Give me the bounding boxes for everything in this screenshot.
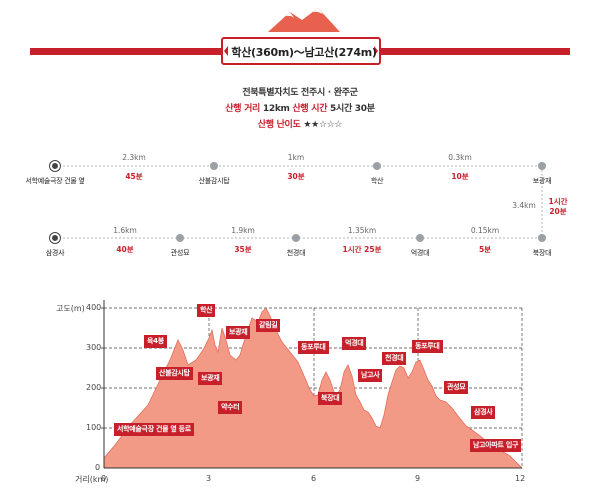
- distance-value: 12km: [262, 104, 290, 114]
- region-text: 전북특별자치도 전주시 · 완주군: [242, 88, 358, 98]
- x-tick: 12: [515, 474, 526, 483]
- segment-distance: 0.3km: [448, 153, 472, 162]
- route-start-dot: [50, 161, 60, 171]
- route-dot: [538, 234, 546, 242]
- header-graphic: [30, 8, 570, 65]
- mountain-icon: [268, 8, 340, 32]
- difficulty-stars: ★★☆☆☆: [303, 120, 343, 130]
- y-tick: 400: [86, 303, 102, 312]
- y-tick: 100: [86, 423, 102, 432]
- x-tick: 3: [206, 474, 212, 483]
- route-dot: [292, 234, 300, 242]
- segment-time: 20분: [549, 207, 567, 216]
- x-tick: 9: [415, 474, 421, 483]
- place-label: 천경대: [286, 249, 306, 257]
- segment-time: 35분: [234, 245, 252, 254]
- segment-time: 40분: [116, 245, 134, 254]
- segment-time: 45분: [125, 172, 143, 181]
- route-dot: [373, 162, 381, 170]
- route-dot: [210, 162, 218, 170]
- y-tick: 200: [86, 383, 102, 392]
- peak-label: 학산: [197, 304, 216, 317]
- peak-label: 억경대: [342, 337, 367, 350]
- place-label: 산불감시탑: [198, 177, 230, 185]
- distance-label: 산행 거리: [225, 104, 261, 114]
- time-label: 산행 시간: [292, 104, 328, 114]
- segment-time: 1시간 25분: [342, 245, 382, 254]
- peak-label: 보광재: [226, 326, 251, 339]
- route-dot: [176, 234, 184, 242]
- route-dot: [538, 162, 546, 170]
- peak-label: 관성묘: [444, 381, 469, 394]
- segment-distance: 1.6km: [113, 226, 137, 235]
- segment-distance: 0.15km: [470, 226, 500, 235]
- title-box: [221, 37, 381, 65]
- y-tick: 300: [86, 343, 102, 352]
- peak-label: 삼경사: [471, 406, 496, 419]
- time-value: 5시간 30분: [330, 104, 375, 114]
- peak-label: 갈림길: [256, 319, 281, 332]
- peak-label: 산불감시탑: [156, 367, 193, 380]
- peak-label: 육4봉: [144, 335, 167, 348]
- peak-label: 동포루대: [412, 340, 443, 353]
- segment-time: 1시간: [548, 197, 568, 206]
- place-label: 북장대: [532, 249, 552, 257]
- place-label: 억경대: [410, 249, 430, 257]
- place-label: 학산: [370, 177, 384, 185]
- segment-distance: 1.9km: [231, 226, 255, 235]
- route-dot: [416, 234, 424, 242]
- peak-label: 서학예술극장 건물 옆 등로: [114, 423, 194, 436]
- peak-label: 보광재: [198, 372, 223, 385]
- x-tick: 0: [101, 474, 107, 483]
- peak-label: 동포루대: [298, 341, 329, 354]
- peak-label: 북장대: [318, 392, 343, 405]
- peak-label: 약수터: [218, 401, 243, 414]
- peak-label: 천경대: [382, 352, 407, 365]
- segment-distance: 2.3km: [122, 153, 146, 162]
- y-tick: 0: [95, 463, 101, 472]
- course-summary: 산행 거리 12km 산행 시간 5시간 30분: [0, 101, 600, 114]
- difficulty-row: 산행 난이도 ★★☆☆☆: [0, 117, 600, 130]
- segment-time: 30분: [287, 172, 305, 181]
- place-label: 서학예술극장 건물 옆: [25, 177, 85, 185]
- y-axis-label: 고도(m): [56, 304, 85, 313]
- page-title: 학산(360m)～남고산(274m): [231, 46, 377, 59]
- place-label: 보광재: [532, 177, 552, 185]
- place-label: 삼경사: [45, 249, 65, 257]
- segment-time: 5분: [478, 245, 492, 254]
- segment-distance: 1km: [287, 153, 305, 162]
- x-axis-label: 거리(km): [75, 475, 109, 484]
- segment-time: 10분: [451, 172, 469, 181]
- segment-distance: 3.4km: [512, 201, 536, 210]
- route-diagram: [55, 165, 543, 239]
- peak-label: 남고아파트 입구: [470, 439, 522, 452]
- place-label: 관성묘: [170, 249, 190, 257]
- difficulty-label: 산행 난이도: [257, 120, 301, 130]
- x-tick: 6: [311, 474, 317, 483]
- route-end-dot: [50, 233, 60, 243]
- peak-label: 남고사: [358, 369, 383, 382]
- segment-distance: 1.35km: [347, 226, 377, 235]
